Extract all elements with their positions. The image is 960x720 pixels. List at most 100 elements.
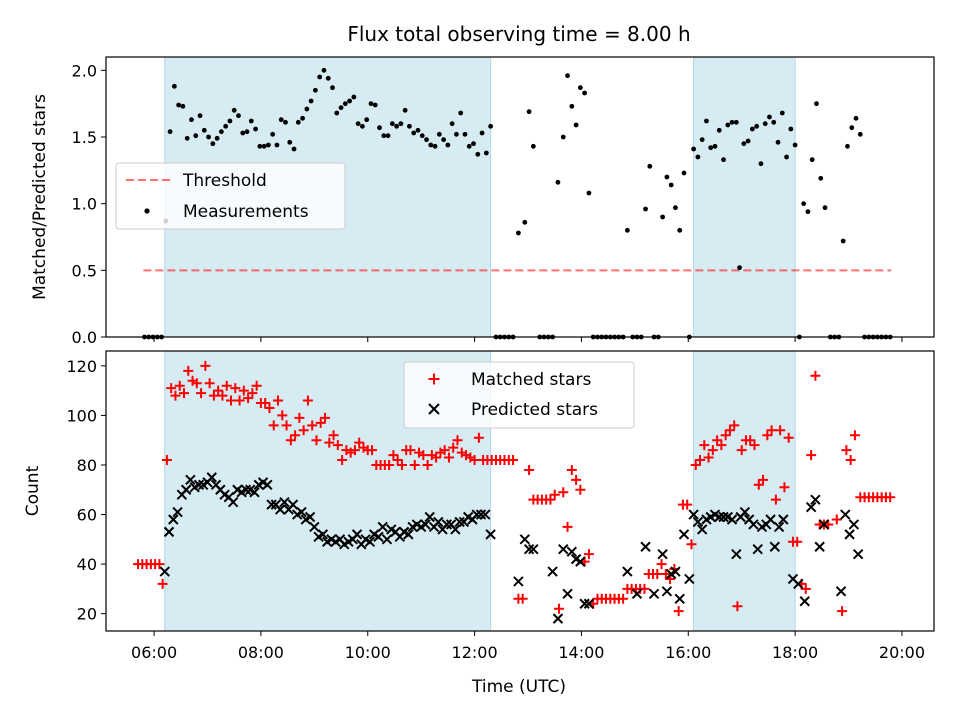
- predicted-star-point: [840, 509, 851, 520]
- matched-star-point: [277, 410, 288, 421]
- predicted-star-point: [249, 487, 260, 498]
- matched-star-point: [729, 420, 740, 431]
- measurement-point: [565, 73, 570, 79]
- measurement-point: [381, 133, 387, 139]
- predicted-star-point: [304, 511, 316, 523]
- measurement-point: [351, 94, 357, 100]
- predicted-star-point: [172, 506, 183, 518]
- measurement-point: [845, 143, 850, 149]
- matched-star-point: [221, 380, 232, 391]
- measurement-point: [668, 182, 674, 188]
- measurement-point: [677, 227, 683, 233]
- matched-star-point: [775, 425, 786, 436]
- matched-star-point: [452, 435, 463, 446]
- measurement-point: [287, 139, 293, 145]
- shaded-interval: [693, 56, 796, 338]
- matched-legend-swatch: [428, 373, 440, 385]
- measurement-point: [360, 123, 365, 129]
- measurement-point: [522, 219, 528, 225]
- predicted-star-point: [351, 529, 363, 540]
- predicted-star-point: [810, 494, 821, 505]
- measurement-point: [471, 141, 476, 147]
- bottom-y-ticks: 20 40 60 80 100 120: [66, 357, 106, 624]
- matched-star-point: [562, 521, 573, 532]
- matched-star-point: [686, 539, 697, 550]
- top-y-tick-label: 1.0: [72, 195, 97, 214]
- bottom-y-axis-label: Count: [23, 465, 43, 516]
- matched-star-point: [618, 593, 629, 604]
- matched-star-point: [885, 492, 896, 503]
- predicted-star-point: [575, 556, 586, 567]
- measurement-point: [274, 142, 280, 148]
- predicted-star-point: [193, 479, 205, 491]
- measurement-point: [193, 133, 199, 139]
- measurement-point: [729, 119, 735, 125]
- x-tick-label: 14:00: [558, 643, 604, 662]
- predicted-star-point: [296, 506, 307, 518]
- measurement-point: [758, 161, 764, 167]
- measurement-point: [809, 157, 815, 163]
- predicted-star-point: [769, 541, 781, 552]
- matched-star-point: [849, 430, 860, 441]
- measurement-point: [227, 118, 233, 124]
- measurement-point: [681, 170, 687, 176]
- matched-star-point: [384, 459, 395, 470]
- measurement-point: [304, 106, 310, 112]
- measurement-point: [189, 117, 194, 123]
- matched-star-point: [716, 440, 727, 451]
- measurement-point: [330, 85, 335, 91]
- measurement-point: [721, 157, 726, 163]
- predicted-star-point: [227, 496, 239, 508]
- top-y-tick-label: 1.5: [72, 128, 97, 147]
- measurement-point: [402, 107, 408, 113]
- measurement-point: [805, 209, 811, 215]
- measurement-point: [308, 98, 314, 104]
- matched-star-point: [783, 432, 794, 443]
- matched-star-point: [191, 378, 202, 389]
- predicted-star-point: [373, 531, 384, 543]
- measurement-point: [530, 143, 536, 149]
- measurement-point: [253, 126, 258, 132]
- predicted-star-point: [552, 613, 564, 624]
- predicted-star-point: [480, 509, 491, 520]
- matched-star-point: [328, 430, 339, 441]
- measurement-point: [454, 131, 459, 137]
- predicted-star-point: [583, 598, 595, 609]
- matched-star-point: [204, 378, 215, 389]
- top-plot-frame: [105, 56, 935, 338]
- matched-star-point: [703, 452, 714, 463]
- measurement-point: [428, 142, 434, 148]
- matched-star-point: [294, 412, 305, 423]
- matched-star-point: [264, 402, 275, 413]
- predicted-star-point: [513, 576, 524, 587]
- matched-star-point: [845, 455, 856, 466]
- matched-star-point: [758, 474, 769, 485]
- predicted-star-point: [566, 546, 578, 557]
- measurement-point: [733, 119, 739, 125]
- measurement-point: [206, 134, 211, 140]
- predicted-star-point: [799, 596, 810, 607]
- matched-star-point: [841, 445, 852, 456]
- x-axis-label: Time (UTC): [471, 677, 566, 697]
- measurement-point: [775, 139, 781, 145]
- predicted-star-point: [163, 526, 175, 538]
- matched-star-point: [682, 499, 693, 510]
- measurement-point: [660, 214, 666, 220]
- predicted-star-point: [622, 566, 633, 577]
- matched-star-point: [251, 380, 262, 391]
- measurement-point: [788, 126, 794, 132]
- measurement-point: [699, 137, 705, 143]
- measurement-point: [569, 103, 575, 109]
- top-legend-box: [115, 162, 346, 230]
- matched-star-point: [234, 395, 245, 406]
- measurement-point: [389, 121, 395, 127]
- predicted-star-point: [688, 509, 699, 520]
- predicted-star-point: [640, 541, 651, 552]
- top-y-tick-label: 0.0: [72, 328, 97, 347]
- matched-star-point: [831, 514, 842, 525]
- measurements-legend-swatch: [144, 208, 150, 214]
- bottom-y-tick-label: 120: [66, 357, 97, 376]
- measurement-point: [857, 131, 863, 137]
- measurement-point: [708, 145, 714, 151]
- predicted-star-point: [731, 548, 742, 560]
